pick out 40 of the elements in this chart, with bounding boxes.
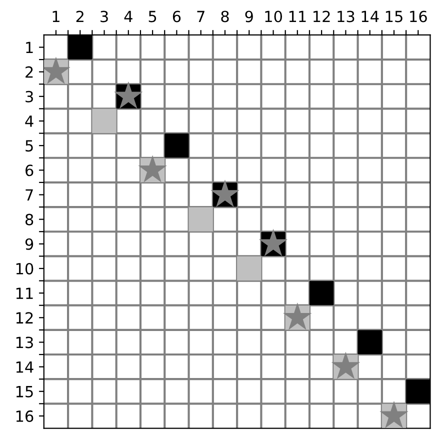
y-tick-label: 5 [26,140,33,152]
point [309,280,334,306]
x-tick-label: 5 [148,10,156,22]
point [358,330,382,354]
x-tick-label: 13 [338,10,354,22]
y-tick-label: 15 [16,386,33,398]
point [237,256,262,281]
y-tick-label: 10 [16,262,34,275]
x-tick-label: 6 [172,10,181,22]
point [92,108,116,134]
y-tick-label: 1 [26,42,33,54]
x-tick-label: 10 [265,10,282,22]
x-tick-label: 14 [362,10,379,22]
y-tick-label: 6 [26,164,34,176]
y-tick-label: 4 [25,116,34,127]
x-tick-label: 2 [76,10,84,22]
x-tick-label: 7 [197,10,204,22]
point [164,134,189,158]
x-tick-label: 3 [100,10,108,22]
point [188,207,213,232]
y-tick-label: 3 [26,90,33,102]
x-tick-label: 9 [245,10,253,22]
y-tick-label: 11 [16,288,33,299]
y-tick-label: 7 [26,189,33,201]
x-tick-label: 11 [289,10,306,22]
y-tick-label: 14 [16,361,34,373]
y-tick-label: 8 [25,214,34,226]
x-tick-label: 16 [410,10,427,22]
y-tick-label: 13 [16,336,33,348]
y-tick-label: 12 [16,312,33,324]
x-tick-label: 15 [386,10,402,22]
point [68,35,92,60]
x-tick-label: 8 [221,10,229,22]
y-tick-label: 9 [25,238,34,250]
x-tick-label: 4 [124,10,132,22]
x-tick-label: 1 [52,10,60,22]
point [406,379,430,404]
x-tick-label: 12 [314,10,330,22]
y-tick-label: 16 [16,410,34,422]
y-tick-label: 2 [26,66,33,78]
